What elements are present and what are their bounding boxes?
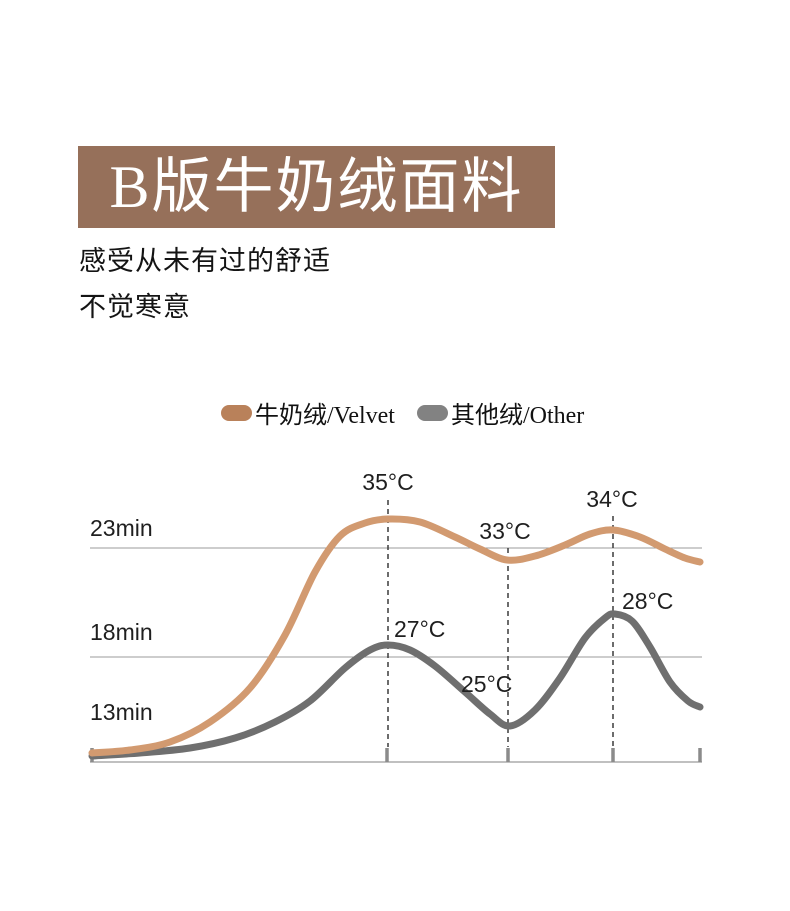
chart-svg [88, 500, 704, 763]
legend-item-velvet: 牛奶绒/Velvet [221, 395, 395, 430]
other-swatch-icon [416, 404, 448, 421]
title-banner: B版牛奶绒面料 [78, 146, 555, 228]
subtitle-block: 感受从未有过的舒适 不觉寒意 [79, 238, 331, 330]
chart-legend: 牛奶绒/Velvet 其他绒/Other [221, 395, 584, 430]
subtitle-line-2: 不觉寒意 [79, 292, 191, 322]
subtitle-line-1: 感受从未有过的舒适 [79, 246, 331, 276]
legend-label-other: 其他绒/Other [450, 403, 585, 429]
legend-item-other: 其他绒/Other [416, 395, 585, 430]
series-curve-other [88, 610, 704, 760]
velvet-swatch-icon [221, 404, 252, 421]
page-title: B版牛奶绒面料 [109, 154, 524, 220]
legend-label-velvet: 牛奶绒/Velvet [255, 403, 395, 429]
series-curve-velvet [88, 515, 704, 757]
